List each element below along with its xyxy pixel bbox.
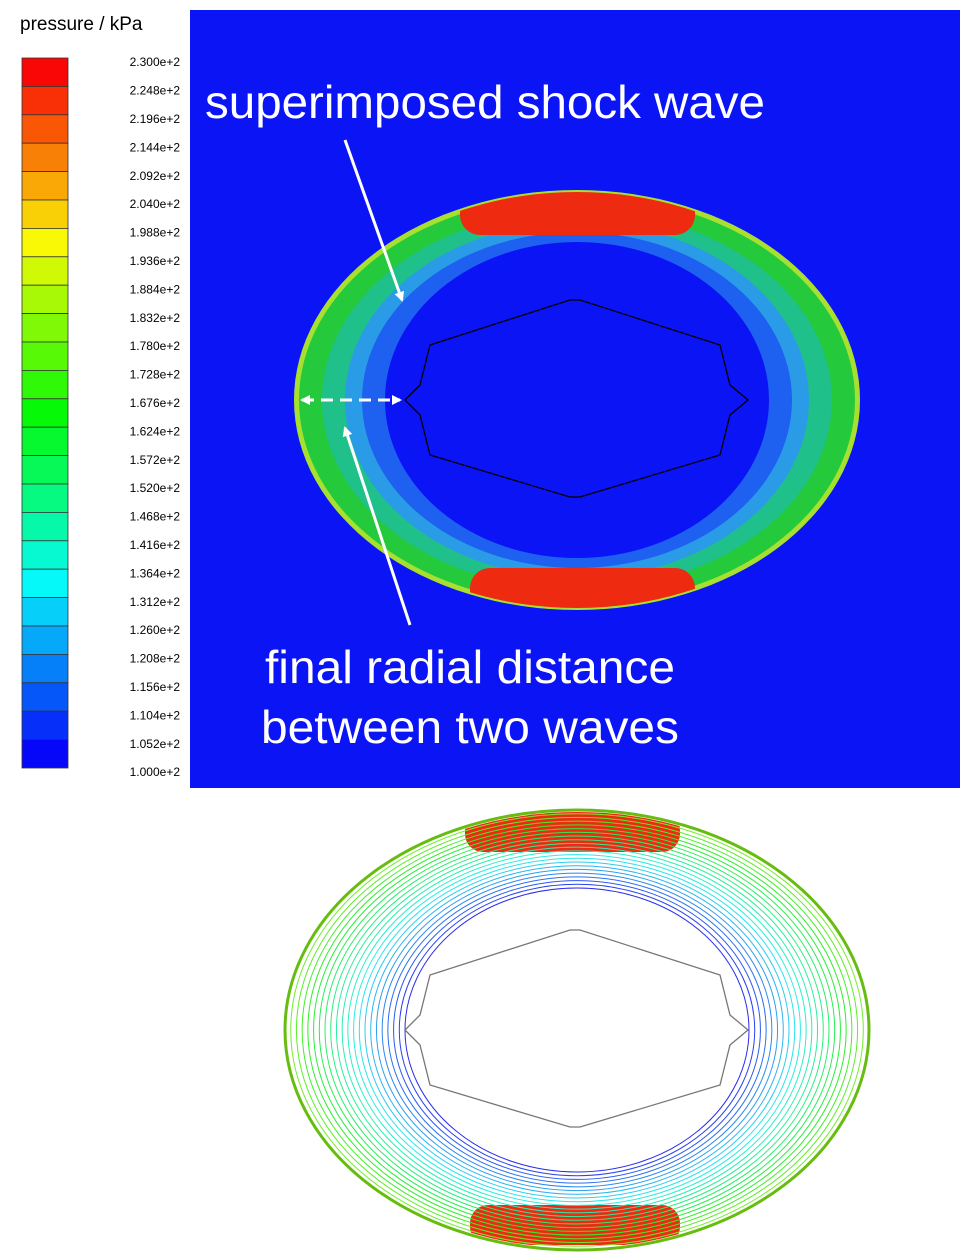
contour-line xyxy=(341,846,813,1214)
colorbar-band xyxy=(21,284,69,315)
colorbar-label: 1.000e+2 xyxy=(130,765,181,779)
colorbar-band xyxy=(21,682,69,712)
colorbar-band xyxy=(21,341,69,371)
contour-line xyxy=(301,820,853,1240)
contour-line xyxy=(381,872,773,1188)
colorbar-band xyxy=(21,256,69,286)
contour-line xyxy=(358,857,796,1203)
colorbar-title: pressure / kPa xyxy=(20,14,143,35)
colorbar-label: 1.260e+2 xyxy=(130,623,181,637)
arrow xyxy=(343,139,405,302)
colorbar-band xyxy=(21,313,69,343)
annotation: superimposed shock wave xyxy=(205,76,765,128)
contour-line xyxy=(295,816,859,1244)
contour-line xyxy=(290,813,864,1247)
colorbar-label: 1.728e+2 xyxy=(130,368,181,382)
contour-line xyxy=(375,868,779,1192)
colorbar-band xyxy=(21,426,69,457)
colorbar-label: 1.364e+2 xyxy=(130,566,181,580)
contour-line xyxy=(313,828,841,1232)
colorbar-band xyxy=(21,171,69,201)
colorbar-band xyxy=(21,739,69,769)
colorbar-label: 1.572e+2 xyxy=(130,453,181,467)
colorbar-band xyxy=(21,227,69,258)
colorbar-label: 1.936e+2 xyxy=(130,254,181,268)
colorbar-label: 1.780e+2 xyxy=(130,339,181,353)
colorbar-label: 1.988e+2 xyxy=(130,226,181,240)
colorbar-label: 2.092e+2 xyxy=(130,169,181,183)
contour-line xyxy=(307,824,847,1236)
contour-line xyxy=(393,880,761,1180)
colorbar-label: 1.624e+2 xyxy=(130,424,181,438)
colorbar-band xyxy=(21,568,69,599)
colorbar-band xyxy=(21,114,69,144)
contour-line xyxy=(398,883,756,1177)
annotation: final radial distance xyxy=(265,641,675,693)
colorbar: 2.300e+2 2.248e+2 2.196e+2 2.144e+2 2.092e+2… xyxy=(21,55,181,779)
colorbar-label: 2.040e+2 xyxy=(130,197,181,211)
colorbar-label: 1.520e+2 xyxy=(130,481,181,495)
colorbar-band xyxy=(21,455,69,485)
colorbar-label: 1.312e+2 xyxy=(130,595,181,609)
colorbar-band xyxy=(21,512,69,542)
contour-line xyxy=(364,861,790,1199)
colorbar-label: 1.832e+2 xyxy=(130,311,181,325)
colorbar-band xyxy=(21,199,69,229)
colorbar-label: 2.300e+2 xyxy=(130,55,181,69)
colorbar-label: 2.248e+2 xyxy=(130,84,181,98)
colorbar-band xyxy=(21,369,69,400)
colorbar-label: 1.884e+2 xyxy=(130,282,181,296)
contour-line xyxy=(318,831,836,1229)
contour-plot xyxy=(283,808,871,1252)
contour-line xyxy=(387,876,767,1184)
colorbar-label: 2.144e+2 xyxy=(130,140,181,154)
colorbar-label: 1.676e+2 xyxy=(130,396,181,410)
colorbar-band xyxy=(21,57,69,87)
colorbar-label: 2.196e+2 xyxy=(130,112,181,126)
colorbar-band xyxy=(21,142,69,172)
colorbar-band xyxy=(21,86,69,116)
shock-ring xyxy=(294,190,860,610)
colorbar-band xyxy=(21,654,69,684)
colorbar-label: 1.052e+2 xyxy=(130,737,181,751)
contour-line xyxy=(335,842,819,1218)
colorbar-band xyxy=(21,625,69,655)
colorbar-label: 1.416e+2 xyxy=(130,538,181,552)
contour-line xyxy=(347,850,807,1210)
colorbar-band xyxy=(21,597,69,627)
contour-line xyxy=(370,865,784,1195)
colorbar-band xyxy=(21,398,69,428)
body-outline xyxy=(404,929,750,1128)
colorbar-label: 1.104e+2 xyxy=(130,708,181,722)
colorbar-band xyxy=(21,540,69,570)
contour-line xyxy=(283,808,871,1252)
contour-line xyxy=(353,854,801,1206)
annotation: between two waves xyxy=(261,701,679,753)
contour-line xyxy=(330,839,824,1221)
colorbar-label: 1.156e+2 xyxy=(130,680,181,694)
contour-line xyxy=(324,835,830,1225)
colorbar-band xyxy=(21,710,69,741)
colorbar-band xyxy=(21,483,69,513)
colorbar-label: 1.468e+2 xyxy=(130,510,181,524)
colorbar-label: 1.208e+2 xyxy=(130,652,181,666)
arrow xyxy=(342,426,412,626)
